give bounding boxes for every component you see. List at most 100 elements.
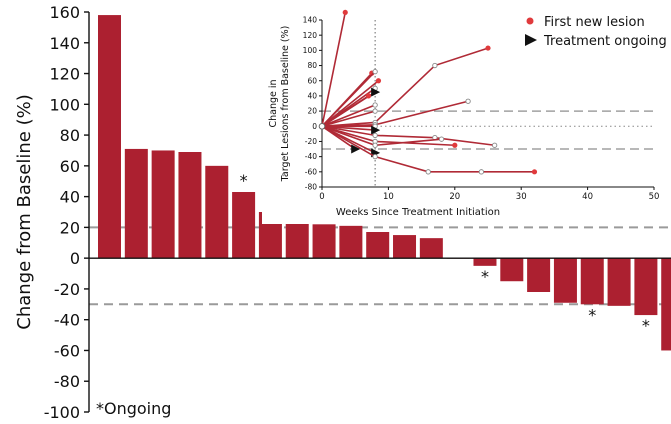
inset-origin-point	[318, 122, 326, 130]
inset-y-axis-label-line: Target Lesions from Baseline (%)	[280, 26, 291, 183]
bar	[124, 148, 148, 259]
inset-y-axis-label-line: Change in	[268, 79, 279, 127]
y-tick-label: 100	[49, 95, 80, 114]
y-tick-label: -40	[54, 311, 80, 330]
inset-y-tick-label: 140	[303, 16, 318, 25]
inset-new-lesion-marker	[375, 78, 382, 84]
inset-point	[438, 136, 445, 142]
inset-y-tick-label: -60	[305, 167, 317, 176]
inset-background	[262, 8, 664, 224]
ongoing-marker: *	[481, 267, 489, 286]
bar	[205, 165, 229, 259]
inset-legend: First new lesion Treatment ongoing	[525, 15, 667, 49]
inset-series-line	[321, 47, 489, 128]
inset-x-tick-label: 20	[449, 192, 460, 202]
inset-ongoing-marker	[371, 87, 381, 97]
y-tick-label: 20	[60, 218, 80, 237]
bar	[339, 225, 363, 259]
inset-point	[372, 108, 378, 114]
bar	[607, 258, 631, 306]
bar	[151, 150, 175, 259]
inset-ongoing-marker	[371, 125, 381, 135]
y-tick-label: 0	[70, 249, 80, 268]
inset-point	[372, 68, 378, 75]
bar	[580, 258, 604, 305]
y-tick-label: -100	[44, 403, 80, 422]
ongoing-footnote: *Ongoing	[96, 399, 171, 418]
inset-point	[372, 102, 378, 108]
y-tick-label: -20	[54, 280, 80, 299]
y-tick-label: 60	[60, 157, 80, 176]
inset-y-tick-label: 80	[307, 61, 317, 70]
inset-new-lesion-marker	[531, 169, 538, 175]
inset-y-tick-label: 40	[307, 92, 317, 101]
inset-series-line	[321, 125, 495, 147]
inset-y-tick-label: 60	[307, 76, 317, 85]
inset-series-line	[321, 104, 376, 128]
y-tick-label: 80	[60, 126, 80, 145]
inset-point	[432, 62, 438, 69]
bar	[393, 235, 417, 259]
inset-x-axis-label: Weeks Since Treatment Initiation	[336, 207, 500, 218]
y-tick-label: 120	[49, 65, 80, 84]
inset-x-tick-label: 30	[516, 192, 527, 202]
inset-x-tick-label: 50	[649, 192, 660, 202]
inset-point	[425, 169, 431, 175]
y-tick-label: 160	[49, 3, 80, 22]
y-tick-label: -80	[54, 372, 80, 391]
y-tick-label: 140	[49, 34, 80, 53]
bar	[553, 258, 577, 303]
inset-point	[372, 132, 378, 139]
inset-series	[318, 9, 538, 175]
ongoing-markers: * * * *	[240, 171, 650, 335]
ongoing-marker: *	[642, 316, 650, 335]
inset-series-line	[321, 71, 376, 127]
inset-new-lesion-marker	[342, 9, 348, 16]
legend-label: First new lesion	[544, 15, 645, 30]
inset-new-lesion-marker	[485, 45, 491, 51]
inset-ongoing-marker	[351, 144, 361, 154]
y-tick-label: -60	[54, 341, 80, 360]
y-axis: Change from Baseline (%) 160 140 120 100 80 6…	[14, 3, 90, 422]
inset-y-tick-label: -40	[305, 152, 317, 161]
inset-point	[465, 98, 471, 104]
legend-marker-new-lesion	[526, 17, 534, 25]
inset-series-line	[321, 110, 376, 128]
inset-y-tick-label: 120	[303, 31, 318, 40]
ongoing-marker: *	[588, 305, 596, 324]
bar	[285, 221, 309, 259]
bar	[527, 258, 551, 292]
legend-marker-ongoing	[525, 34, 537, 46]
inset-new-lesion-marker	[452, 142, 458, 148]
bar	[473, 258, 497, 266]
ongoing-marker: *	[240, 171, 248, 190]
bar	[661, 258, 671, 351]
legend-label: Treatment ongoing	[543, 34, 667, 49]
inset-series-line	[321, 95, 369, 127]
bar	[366, 232, 390, 259]
inset-point	[491, 142, 498, 148]
bar	[419, 238, 443, 259]
inset-series-line	[321, 125, 376, 131]
inset-series-line	[321, 12, 347, 127]
inset-y-tick-label: -20	[305, 137, 317, 146]
y-axis-label: Change from Baseline (%)	[14, 94, 35, 329]
bar	[634, 258, 658, 316]
bar	[232, 192, 256, 259]
inset-point	[372, 142, 378, 148]
inset-y-tick-label: 100	[303, 46, 318, 55]
bar	[178, 152, 202, 259]
y-tick-label: 40	[60, 188, 80, 207]
inset-y-tick-label: -80	[305, 183, 317, 192]
bar	[98, 15, 121, 259]
inset-y-axis-label: Change in Target Lesions from Baseline (%…	[268, 26, 291, 183]
bar	[500, 258, 524, 282]
inset-y-tick-label: 0	[312, 122, 317, 131]
inset-point	[478, 169, 485, 175]
inset-point	[372, 153, 378, 160]
inset-new-lesion-marker	[365, 93, 372, 99]
inset-x-tick-label: 10	[383, 192, 394, 202]
